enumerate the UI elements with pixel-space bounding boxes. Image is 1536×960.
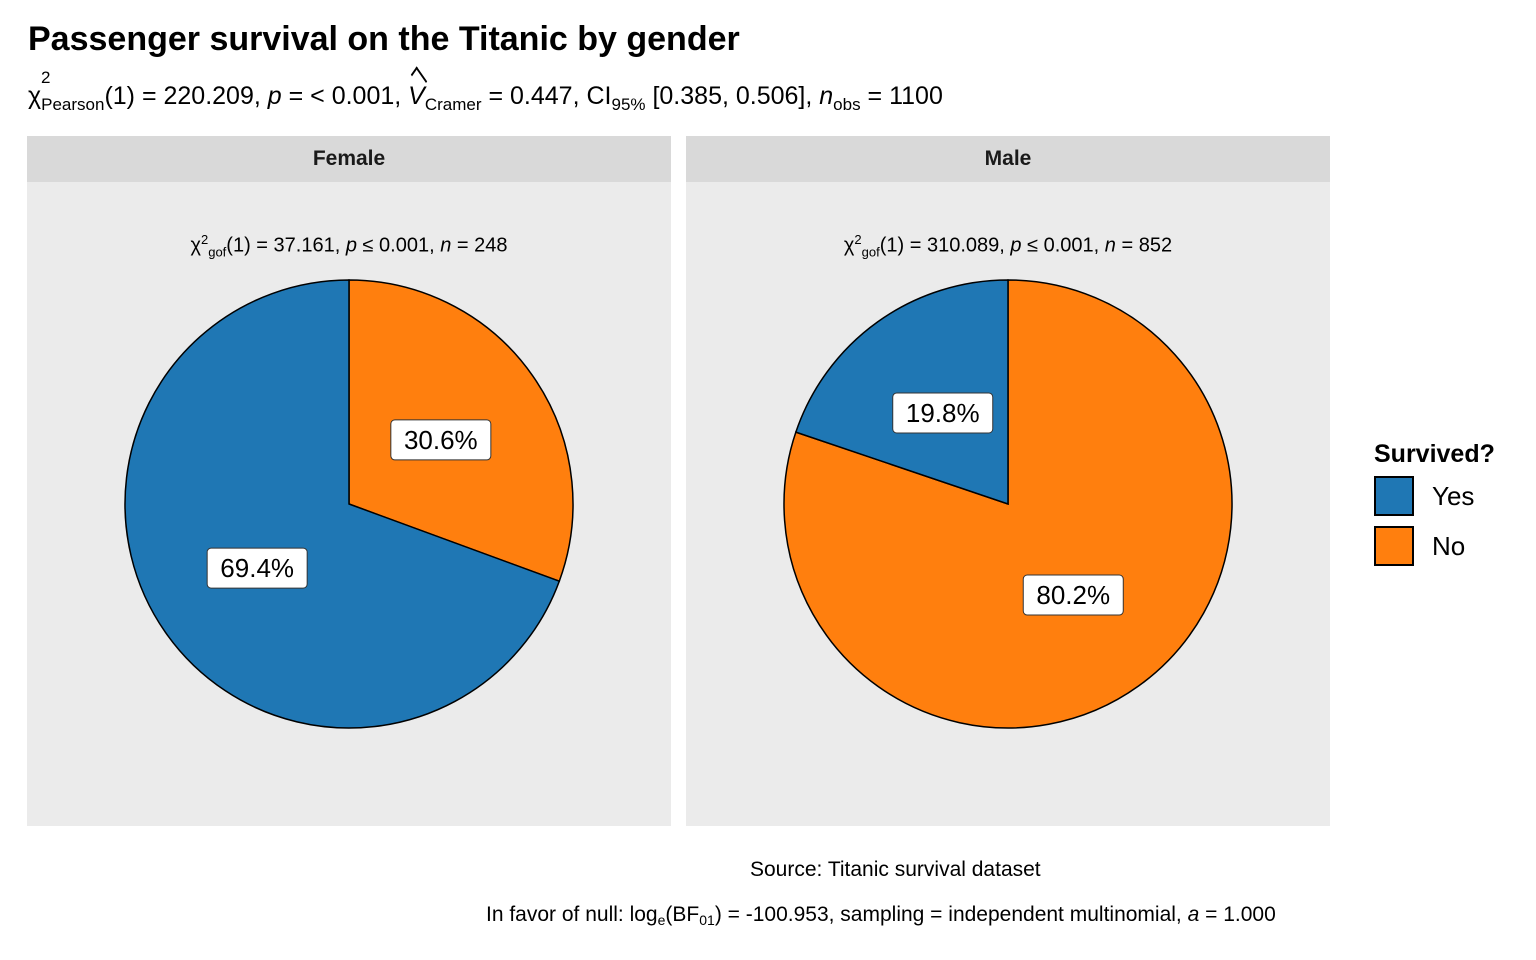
legend-label-yes: Yes — [1432, 480, 1475, 511]
ci-subscript: 95% — [611, 95, 646, 114]
slice-label-text: 69.4% — [220, 553, 294, 583]
chi-value: (1) = 220.209, — [104, 82, 268, 110]
caption-bayes-factor: In favor of null: loge(BF01) = -100.953,… — [486, 903, 1276, 928]
slice-label-box — [206, 547, 308, 589]
slice-label-no: 30.6% — [390, 419, 492, 461]
facet-panel-male: 80.2% 19.8% Male χ2gof(1) = 310.089, p ≤ … — [686, 136, 1330, 826]
facet-stat-male: χ2gof(1) = 310.089, p ≤ 0.001, n = 852 — [843, 232, 1173, 260]
legend-title: Survived? — [1374, 440, 1495, 468]
chart-subtitle: χ 2 Pearson(1) = 220.209, p = < 0.001, VCr… — [28, 68, 943, 115]
legend-label-no: No — [1432, 530, 1466, 561]
caption-source: Source: Titanic survival dataset — [750, 858, 1041, 881]
slice-label-box — [1022, 574, 1124, 616]
legend-item-yes: Yes — [1374, 473, 1495, 519]
p-symbol: p — [267, 82, 282, 110]
n-subscript: obs — [833, 95, 861, 114]
legend: Survived? Yes No — [1374, 440, 1495, 569]
facet-strip-female: Female — [27, 136, 671, 182]
slice-label-no: 80.2% — [1022, 574, 1124, 616]
facet-panel-female: 30.6% 69.4% Female χ2gof(1) = 37.161, p ≤… — [27, 136, 671, 826]
pie-slice-no — [783, 279, 1233, 729]
chart-title: Passenger survival on the Titanic by gen… — [28, 20, 740, 58]
slice-label-box — [892, 392, 994, 434]
ci-value: [0.385, 0.506], — [645, 82, 820, 110]
slice-label-text: 19.8% — [906, 398, 980, 428]
legend-item-no: No — [1374, 523, 1495, 569]
v-value: = 0.447, CI — [481, 82, 612, 110]
n-value: = 1100 — [860, 82, 943, 110]
v-symbol: V — [408, 82, 425, 110]
slice-label-yes: 19.8% — [892, 392, 994, 434]
slice-label-text: 30.6% — [404, 425, 478, 455]
pie-chart-male: 80.2% 19.8% — [783, 279, 1233, 729]
slice-label-box — [390, 419, 492, 461]
p-value: = < 0.001, — [281, 82, 409, 110]
slice-label-text: 80.2% — [1036, 580, 1110, 610]
n-symbol: n — [819, 82, 834, 110]
facet-stat-female: χ2gof(1) = 37.161, p ≤ 0.001, n = 248 — [190, 232, 508, 260]
pie-slice-yes — [124, 279, 561, 729]
pie-slice-yes — [794, 279, 1009, 506]
legend-key-no — [1374, 526, 1414, 566]
slice-label-yes: 69.4% — [206, 547, 308, 589]
chi-subscript: Pearson — [41, 95, 105, 114]
facet-strip-male: Male — [686, 136, 1330, 182]
v-subscript: Cramer — [424, 95, 482, 114]
pie-chart-female: 30.6% 69.4% — [124, 279, 574, 729]
legend-key-yes — [1374, 476, 1414, 516]
